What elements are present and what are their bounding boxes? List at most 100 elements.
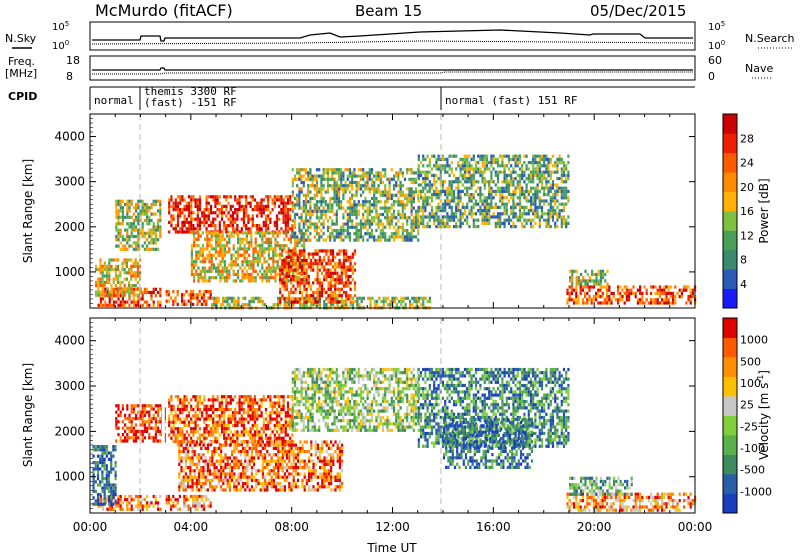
echo-cell: [610, 291, 613, 295]
echo-cell: [150, 202, 153, 207]
echo-cell: [241, 269, 244, 273]
echo-cell: [490, 154, 493, 158]
echo-cell: [529, 170, 533, 174]
echo-cell: [263, 272, 266, 277]
echo-cell: [606, 489, 609, 493]
echo-cell: [422, 303, 425, 307]
echo-cell: [547, 161, 550, 165]
echo-cell: [390, 206, 393, 210]
echo-cell: [194, 504, 197, 508]
echo-cell: [477, 161, 480, 165]
echo-cell: [157, 303, 160, 307]
echo-cell: [192, 296, 195, 300]
echo-cell: [293, 174, 297, 178]
echo-cell: [474, 167, 478, 171]
colorbar-tick-label: 20: [740, 181, 754, 194]
echo-cell: [294, 265, 297, 269]
echo-cell: [669, 495, 672, 499]
echo-cell: [206, 269, 209, 273]
echo-cell: [320, 212, 323, 217]
echo-cell: [554, 170, 557, 174]
echo-cell: [256, 263, 259, 267]
echo-cell: [314, 290, 317, 295]
echo-cell: [226, 303, 229, 307]
nsky-right-tick-bottom: 100: [708, 39, 725, 52]
echo-cell: [554, 199, 557, 203]
echo-cell: [282, 198, 285, 202]
echo-cell: [303, 271, 306, 275]
echo-cell: [329, 262, 332, 266]
echo-cell: [437, 193, 440, 197]
echo-cell: [455, 209, 458, 213]
echo-cell: [134, 271, 137, 275]
echo-cell: [379, 171, 382, 175]
echo-cell: [234, 279, 237, 283]
echo-cell: [208, 266, 211, 270]
echo-cell: [176, 290, 179, 294]
echo-cell: [193, 272, 196, 277]
echo-cell: [220, 204, 224, 208]
echo-cell: [356, 299, 359, 304]
echo-cell: [569, 279, 572, 283]
echo-cell: [126, 215, 129, 219]
echo-cell: [496, 189, 500, 193]
echo-cell: [298, 196, 301, 201]
echo-cell: [481, 157, 484, 161]
echo-cell: [540, 164, 544, 168]
echo-cell: [313, 209, 316, 213]
echo-cell: [254, 247, 257, 251]
echo-cell: [437, 164, 440, 168]
nave-trace: [92, 71, 693, 75]
echo-cell: [126, 199, 129, 203]
echo-cell: [302, 232, 305, 236]
echo-cell: [212, 217, 215, 221]
echo-cell: [534, 154, 537, 158]
echo-cell: [218, 220, 221, 224]
echo-cell: [510, 170, 513, 174]
echo-cell: [625, 288, 628, 292]
echo-cell: [494, 189, 497, 193]
echo-cell: [206, 240, 209, 245]
echo-cell: [196, 501, 199, 505]
echo-cell: [150, 297, 153, 301]
echo-cell: [152, 225, 155, 229]
echo-cell: [570, 288, 573, 292]
echo-cell: [485, 154, 489, 158]
echo-cell: [203, 494, 206, 499]
echo-cell: [104, 287, 107, 291]
echo-cell: [183, 208, 186, 212]
echo-cell: [540, 199, 544, 203]
echo-cell: [390, 222, 393, 226]
echo-cell: [336, 262, 339, 266]
echo-cell: [362, 206, 365, 210]
echo-cell: [205, 204, 208, 208]
echo-cell: [340, 177, 343, 181]
echo-cell: [130, 264, 133, 268]
echo-cell: [678, 295, 681, 299]
echo-cell: [301, 297, 304, 301]
echo-cell: [388, 206, 391, 210]
echo-cell: [410, 190, 413, 194]
echo-cell: [340, 281, 343, 285]
echo-cell: [512, 221, 515, 225]
echo-cell: [135, 423, 138, 427]
echo-cell: [532, 161, 535, 165]
echo-cell: [134, 274, 137, 278]
echo-cell: [117, 212, 120, 216]
echo-cell: [575, 483, 578, 487]
echo-cell: [348, 184, 352, 188]
echo-cell: [435, 180, 438, 184]
echo-cell: [466, 202, 469, 206]
echo-cell: [316, 296, 319, 300]
echo-cell: [282, 201, 285, 205]
echo-cell: [154, 225, 157, 229]
echo-cell: [230, 256, 233, 261]
echo-cell: [599, 301, 602, 305]
echo-cell: [579, 288, 582, 292]
echo-cell: [334, 294, 337, 298]
echo-cell: [333, 235, 336, 239]
echo-cell: [525, 186, 528, 190]
echo-cell: [545, 167, 548, 171]
echo-cell: [661, 508, 664, 512]
echo-cell: [351, 296, 354, 300]
